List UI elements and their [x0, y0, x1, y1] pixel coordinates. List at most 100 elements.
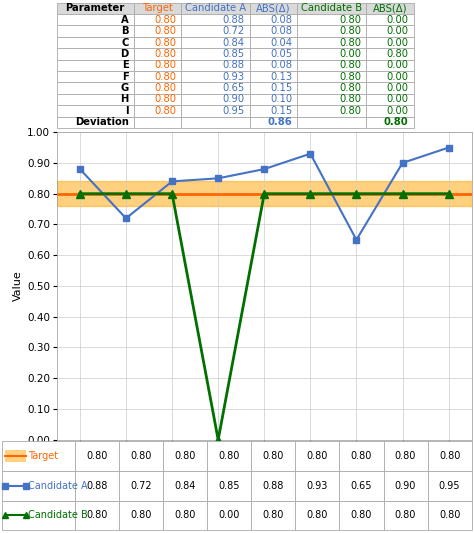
Bar: [250, 117, 298, 128]
Bar: [297, 117, 366, 128]
Text: 0.00: 0.00: [387, 26, 409, 36]
Bar: [366, 3, 413, 14]
Text: 0.15: 0.15: [270, 106, 292, 116]
Bar: [366, 14, 413, 26]
Bar: [2, 471, 75, 500]
Bar: [134, 3, 181, 14]
Bar: [207, 471, 251, 500]
Text: 0.80: 0.80: [155, 106, 176, 116]
Bar: [366, 105, 413, 117]
Bar: [163, 441, 207, 471]
Text: Parameter: Parameter: [65, 3, 125, 13]
Bar: [383, 441, 428, 471]
Text: C: C: [121, 37, 128, 47]
Bar: [207, 441, 251, 471]
Bar: [383, 500, 428, 530]
Text: 0.08: 0.08: [271, 26, 292, 36]
Bar: [297, 71, 366, 83]
Bar: [297, 83, 366, 94]
Text: 0.80: 0.80: [439, 511, 460, 521]
Text: 0.80: 0.80: [155, 15, 176, 25]
Text: F: F: [122, 71, 128, 82]
Bar: [297, 48, 366, 60]
Bar: [57, 181, 472, 206]
Text: 0.90: 0.90: [395, 481, 416, 491]
Bar: [251, 500, 295, 530]
Bar: [57, 94, 134, 105]
Bar: [181, 94, 250, 105]
Text: 0.00: 0.00: [387, 71, 409, 82]
Bar: [366, 48, 413, 60]
Bar: [366, 83, 413, 94]
Bar: [295, 441, 339, 471]
Bar: [2, 500, 75, 530]
Bar: [297, 37, 366, 48]
Text: 0.80: 0.80: [439, 451, 460, 461]
Text: 0.80: 0.80: [130, 451, 152, 461]
Text: Candidate A: Candidate A: [28, 481, 88, 491]
Text: B: B: [121, 26, 128, 36]
Text: 0.80: 0.80: [155, 37, 176, 47]
Text: 0.88: 0.88: [86, 481, 108, 491]
Text: 0.65: 0.65: [351, 481, 372, 491]
Bar: [134, 48, 181, 60]
Bar: [366, 60, 413, 71]
Bar: [250, 37, 298, 48]
Text: 0.04: 0.04: [271, 37, 292, 47]
Text: 0.80: 0.80: [307, 511, 328, 521]
Bar: [250, 60, 298, 71]
Bar: [366, 37, 413, 48]
Bar: [297, 60, 366, 71]
Bar: [366, 71, 413, 83]
Text: 0.80: 0.80: [339, 94, 361, 104]
Text: 0.80: 0.80: [351, 511, 372, 521]
Text: Candidate B: Candidate B: [301, 3, 362, 13]
Bar: [250, 14, 298, 26]
Text: 0.00: 0.00: [339, 49, 361, 59]
Text: 0.80: 0.80: [307, 451, 328, 461]
Text: 0.93: 0.93: [307, 481, 328, 491]
Text: 0.80: 0.80: [395, 451, 416, 461]
Text: G: G: [120, 83, 128, 93]
Text: Target: Target: [142, 3, 173, 13]
Bar: [119, 471, 163, 500]
Bar: [134, 26, 181, 37]
Text: 0.80: 0.80: [219, 451, 240, 461]
Text: 0.05: 0.05: [270, 49, 292, 59]
Bar: [181, 71, 250, 83]
Text: 0.95: 0.95: [439, 481, 460, 491]
Text: 0.80: 0.80: [86, 451, 108, 461]
Bar: [57, 3, 134, 14]
Bar: [57, 117, 134, 128]
Text: Deviation: Deviation: [75, 117, 128, 127]
Bar: [297, 14, 366, 26]
Bar: [250, 71, 298, 83]
Bar: [57, 48, 134, 60]
Bar: [5, 450, 26, 462]
Text: 0.80: 0.80: [339, 15, 361, 25]
Text: 0.88: 0.88: [263, 481, 284, 491]
Bar: [250, 83, 298, 94]
Bar: [57, 60, 134, 71]
Text: 0.80: 0.80: [155, 94, 176, 104]
Text: 0.80: 0.80: [339, 106, 361, 116]
Bar: [366, 94, 413, 105]
Bar: [134, 14, 181, 26]
Bar: [181, 37, 250, 48]
Bar: [134, 105, 181, 117]
Text: 0.00: 0.00: [219, 511, 240, 521]
Bar: [181, 3, 250, 14]
Text: 0.80: 0.80: [86, 511, 108, 521]
Text: 0.72: 0.72: [130, 481, 152, 491]
Text: 0.86: 0.86: [268, 117, 292, 127]
Text: 0.93: 0.93: [223, 71, 245, 82]
Text: 0.72: 0.72: [222, 26, 245, 36]
Text: 0.80: 0.80: [351, 451, 372, 461]
Text: 0.00: 0.00: [387, 37, 409, 47]
Bar: [134, 71, 181, 83]
Bar: [250, 26, 298, 37]
Text: 0.90: 0.90: [223, 94, 245, 104]
Bar: [2, 441, 75, 471]
Text: 0.95: 0.95: [222, 106, 245, 116]
Bar: [181, 83, 250, 94]
